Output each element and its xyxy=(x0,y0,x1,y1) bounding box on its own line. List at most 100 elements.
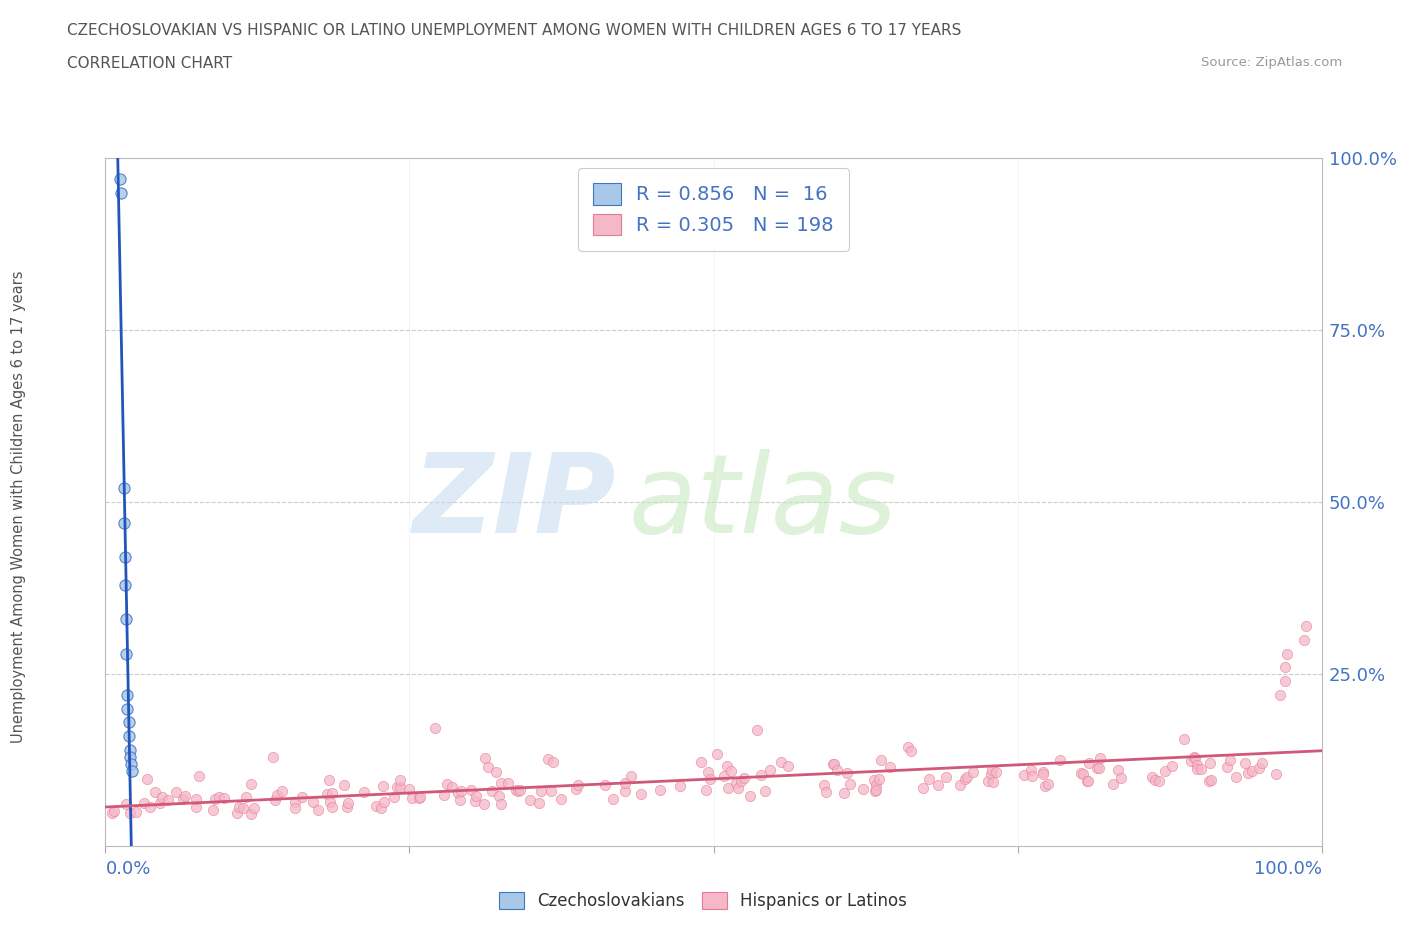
Point xyxy=(725,776,748,790)
Point xyxy=(838,777,860,791)
Point xyxy=(235,790,257,804)
Point xyxy=(481,784,503,799)
Text: 0.0%: 0.0% xyxy=(105,860,150,878)
Point xyxy=(865,784,887,799)
Point xyxy=(814,784,837,799)
Point xyxy=(918,771,941,786)
Point xyxy=(114,550,136,565)
Point xyxy=(1049,752,1071,767)
Point xyxy=(243,801,266,816)
Point xyxy=(733,771,755,786)
Text: atlas: atlas xyxy=(628,448,897,556)
Text: Unemployment Among Women with Children Ages 6 to 17 years: Unemployment Among Women with Children A… xyxy=(11,271,25,743)
Point xyxy=(408,790,430,805)
Point xyxy=(530,783,553,798)
Point xyxy=(852,781,875,796)
Point xyxy=(1185,758,1208,773)
Text: CORRELATION CHART: CORRELATION CHART xyxy=(67,56,232,71)
Point xyxy=(1180,753,1202,768)
Point xyxy=(537,752,560,767)
Point xyxy=(953,772,976,787)
Point xyxy=(1021,768,1043,783)
Point xyxy=(388,773,411,788)
Point xyxy=(529,796,551,811)
Point xyxy=(150,790,173,804)
Point xyxy=(385,779,408,794)
Point xyxy=(1161,758,1184,773)
Point xyxy=(284,801,307,816)
Point xyxy=(101,806,124,821)
Point xyxy=(477,760,499,775)
Point xyxy=(117,729,139,744)
Point xyxy=(112,515,135,530)
Point xyxy=(425,721,447,736)
Point xyxy=(695,782,717,797)
Point xyxy=(270,783,292,798)
Point xyxy=(464,789,486,804)
Point xyxy=(333,777,356,792)
Point xyxy=(460,783,482,798)
Point xyxy=(117,701,139,716)
Point xyxy=(825,763,848,777)
Point xyxy=(630,786,652,801)
Point xyxy=(1077,755,1099,770)
Point xyxy=(262,750,284,764)
Point xyxy=(321,786,343,801)
Point xyxy=(1142,769,1164,784)
Point xyxy=(488,789,510,804)
Point xyxy=(509,782,531,797)
Point xyxy=(103,804,125,818)
Point xyxy=(143,785,166,800)
Point xyxy=(464,794,486,809)
Point xyxy=(1088,761,1111,776)
Point xyxy=(865,783,887,798)
Point xyxy=(108,171,131,186)
Point xyxy=(1189,761,1212,776)
Point xyxy=(1077,774,1099,789)
Point xyxy=(614,776,637,790)
Point xyxy=(433,788,456,803)
Point xyxy=(650,783,672,798)
Point xyxy=(472,797,495,812)
Point xyxy=(727,780,749,795)
Point xyxy=(1295,618,1317,633)
Point xyxy=(1225,770,1247,785)
Point xyxy=(981,775,1004,790)
Point xyxy=(1268,687,1291,702)
Point xyxy=(1107,763,1129,777)
Point xyxy=(139,800,162,815)
Point xyxy=(699,772,721,787)
Point xyxy=(319,794,342,809)
Point xyxy=(1182,750,1205,764)
Point xyxy=(1111,770,1133,785)
Point xyxy=(613,783,636,798)
Point xyxy=(706,747,728,762)
Point xyxy=(1294,632,1316,647)
Point xyxy=(1199,755,1222,770)
Point xyxy=(364,799,387,814)
Point xyxy=(1071,767,1094,782)
Point xyxy=(489,797,512,812)
Point xyxy=(1274,673,1296,688)
Point xyxy=(1233,755,1256,770)
Point xyxy=(865,777,887,792)
Point xyxy=(1274,660,1296,675)
Point xyxy=(302,794,325,809)
Point xyxy=(602,791,624,806)
Point xyxy=(751,768,773,783)
Point xyxy=(567,777,589,792)
Point xyxy=(769,755,792,770)
Point xyxy=(208,790,231,804)
Point xyxy=(266,788,288,803)
Point xyxy=(1250,755,1272,770)
Point xyxy=(114,797,136,812)
Point xyxy=(620,769,643,784)
Point xyxy=(110,185,132,200)
Point xyxy=(239,806,262,821)
Point xyxy=(506,783,529,798)
Point xyxy=(834,786,856,801)
Point xyxy=(935,770,957,785)
Point xyxy=(738,789,761,804)
Point xyxy=(228,800,250,815)
Point xyxy=(696,764,718,779)
